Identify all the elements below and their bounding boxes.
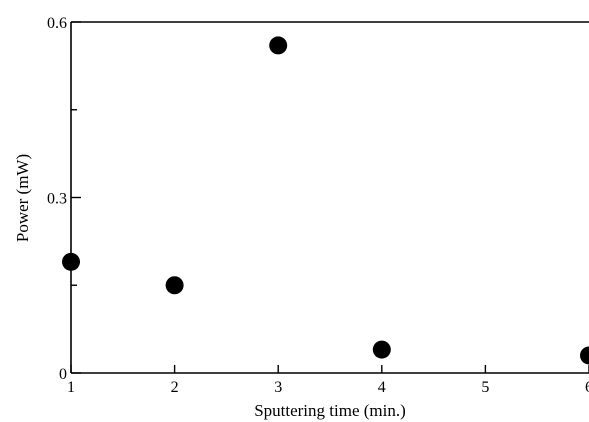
data-points (62, 36, 589, 365)
x-tick-label: 4 (378, 379, 386, 396)
y-tick-label: 0 (59, 366, 67, 383)
data-point (165, 276, 184, 295)
y-axis-title: Power (mW) (13, 154, 32, 242)
x-tick-label: 5 (481, 379, 489, 396)
y-tick-label: 0.3 (47, 191, 67, 208)
data-point (580, 346, 589, 365)
x-tick-label: 3 (274, 379, 282, 396)
axes (70, 21, 589, 374)
data-point (62, 252, 80, 271)
data-point (269, 36, 288, 55)
x-tick-label: 6 (585, 379, 589, 396)
x-tick-label: 1 (67, 379, 75, 396)
x-tick-label: 2 (171, 379, 179, 396)
ticks: 1 2 3 4 5 6 0 0.3 0.6 (47, 15, 589, 396)
y-tick-label: 0.6 (47, 15, 67, 32)
data-point (372, 340, 391, 359)
x-axis-title: Sputtering time (min.) (254, 401, 406, 420)
